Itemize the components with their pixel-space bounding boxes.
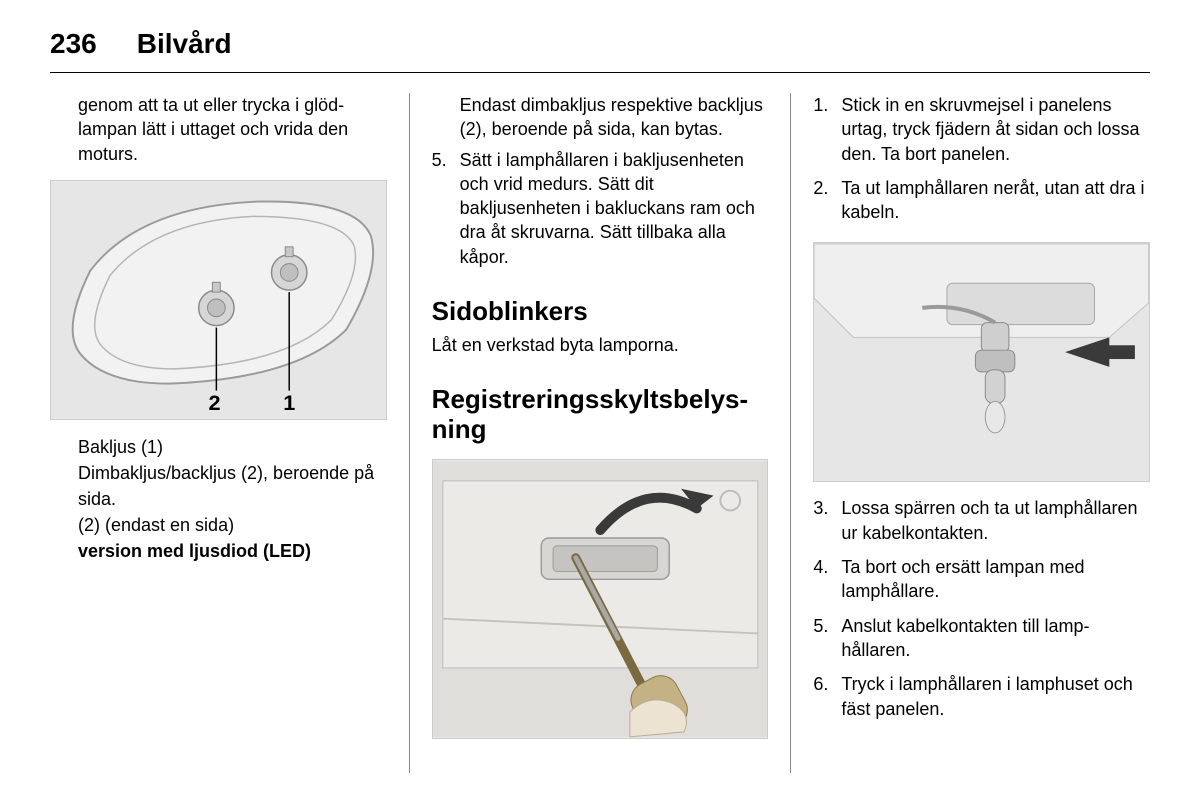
column-1: genom att ta ut eller trycka i glöd­lamp… [50,93,405,773]
header-rule [50,72,1150,73]
heading-sidoblinkers: Sidoblinkers [432,297,769,327]
column-divider-2 [790,93,791,773]
taillight-svg: 2 1 [51,181,386,419]
heading-registreringsskylt: Registreringsskyltsbelys­ning [432,385,769,445]
page-header: 236 Bilvård [50,28,1150,60]
caption-endast: (2) (endast en sida) [78,512,387,538]
caption-bakljus: Bakljus (1) [78,434,387,460]
col1-intro: genom att ta ut eller trycka i glöd­lamp… [50,93,387,166]
step-4-text: Ta bort och ersätt lampan med lamphållar… [841,557,1084,601]
content-columns: genom att ta ut eller trycka i glöd­lamp… [50,93,1150,773]
callout-1: 1 [283,390,295,415]
step-6-text: Tryck i lamphållaren i lamphuset och fäs… [841,674,1132,718]
caption-led: version med ljusdiod (LED) [78,538,387,564]
step-2-text: Ta ut lamphållaren neråt, utan att dra i… [841,178,1144,222]
figure-lamp-holder [813,242,1150,482]
col3-steps-top: 1. Stick in en skruvmejsel i panelens ur… [813,93,1150,234]
column-divider-1 [409,93,410,773]
step-3-text: Lossa spärren och ta ut lamphål­laren ur… [841,498,1137,542]
figure-license-plate-light [432,459,769,739]
column-2: Endast dimbakljus respektive backljus (2… [414,93,787,773]
caption-1-text: Bakljus (1) [78,437,163,457]
callout-2: 2 [208,390,220,415]
column-3: 1. Stick in en skruvmejsel i panelens ur… [795,93,1150,773]
step-2-num: 2. [813,176,828,200]
figure-taillight: 2 1 [50,180,387,420]
caption-dimbakljus: Dimbakljus/backljus (2), be­roende på si… [78,460,387,512]
step-5b-text: Anslut kabelkontakten till lamp­hållaren… [841,616,1089,660]
license-svg [433,460,768,738]
col1-captions: Bakljus (1) Dimbakljus/backljus (2), be­… [50,434,387,564]
step-6: 6. Tryck i lamphållaren i lamphuset och … [813,672,1150,721]
step-2: 2. Ta ut lamphållaren neråt, utan att dr… [813,176,1150,225]
step-5-text: Sätt i lamphållaren i bakljus­enheten oc… [460,150,755,267]
page-number: 236 [50,28,97,60]
step-1-num: 1. [813,93,828,117]
col2-step4-continuation: Endast dimbakljus respektive backljus (2… [432,93,769,142]
step-4: 4. Ta bort och ersätt lampan med lamphål… [813,555,1150,604]
step-3: 3. Lossa spärren och ta ut lamphål­laren… [813,496,1150,545]
sidoblinkers-text: Låt en verkstad byta lamporna. [432,333,769,357]
step-5-num: 5. [432,148,447,172]
lampholder-svg [814,243,1149,481]
step-5b: 5. Anslut kabelkontakten till lamp­hålla… [813,614,1150,663]
step-5: 5. Sätt i lamphållaren i bakljus­enheten… [432,148,769,269]
step-3-num: 3. [813,496,828,520]
col2-steps: 5. Sätt i lamphållaren i bakljus­enheten… [432,148,769,279]
step-6-num: 6. [813,672,828,696]
chapter-title: Bilvård [137,28,232,60]
step-5b-num: 5. [813,614,828,638]
step-1-text: Stick in en skruvmejsel i panelens urtag… [841,95,1139,164]
step-4-num: 4. [813,555,828,579]
col3-steps-bottom: 3. Lossa spärren och ta ut lamphål­laren… [813,496,1150,730]
step-1: 1. Stick in en skruvmejsel i panelens ur… [813,93,1150,166]
